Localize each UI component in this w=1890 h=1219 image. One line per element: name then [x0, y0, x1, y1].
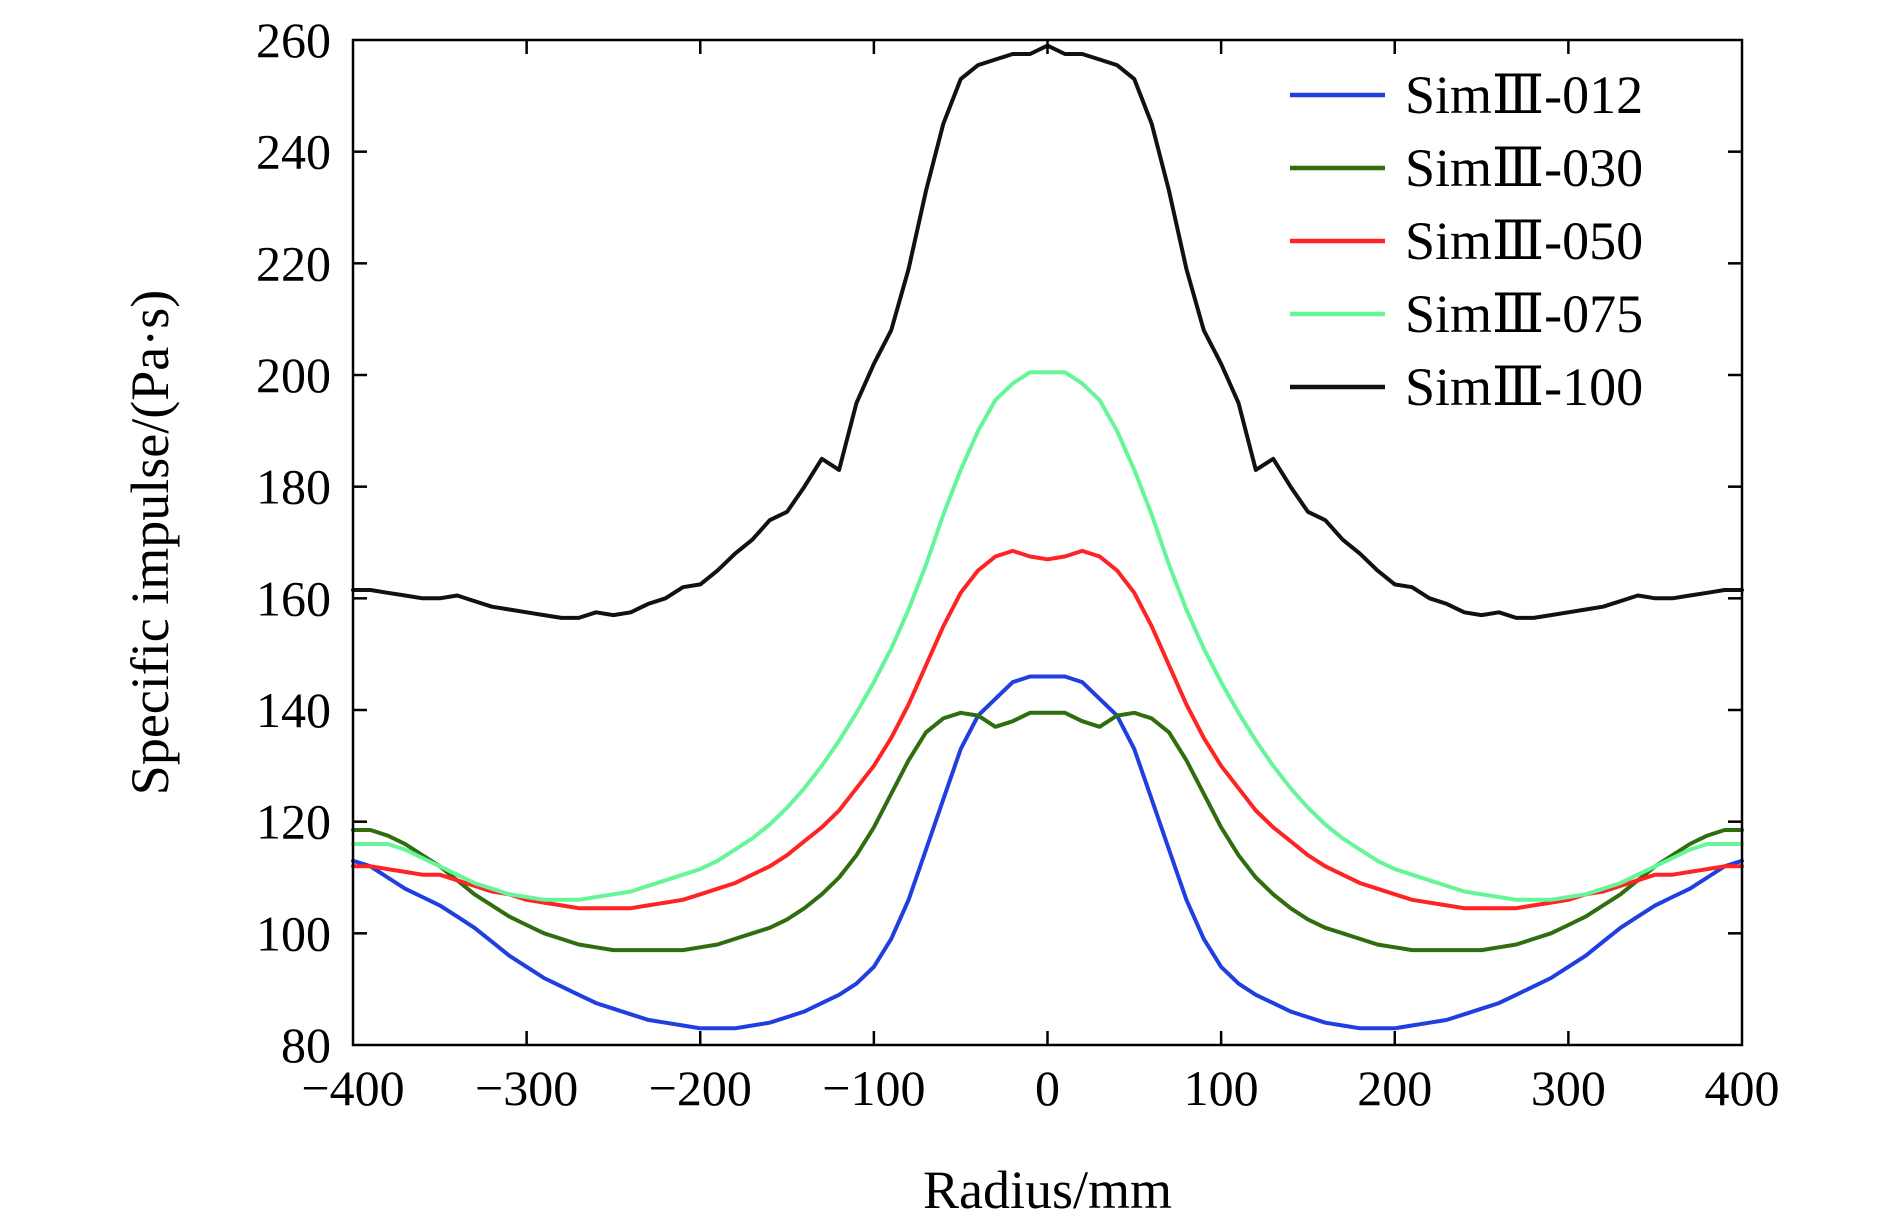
x-tick-label: −400	[301, 1060, 404, 1116]
y-tick-label: 120	[256, 794, 331, 850]
series-layer	[351, 43, 1744, 1031]
legend-label-5: SimⅢ-100	[1405, 357, 1643, 417]
series-line-1	[351, 674, 1744, 1031]
legend-label-1: SimⅢ-012	[1405, 65, 1643, 125]
x-tick-label: 100	[1184, 1060, 1259, 1116]
x-axis-title: Radius/mm	[923, 1160, 1172, 1219]
x-tick-label: 300	[1531, 1060, 1606, 1116]
y-tick-label: 80	[281, 1017, 331, 1073]
legend-label-4: SimⅢ-075	[1405, 284, 1643, 344]
x-tick-label: 0	[1035, 1060, 1060, 1116]
x-tick-label: 200	[1357, 1060, 1432, 1116]
series-line-4	[351, 370, 1744, 902]
legend-label-3: SimⅢ-050	[1405, 211, 1643, 271]
series-line-3	[351, 548, 1744, 911]
x-tick-label: −300	[475, 1060, 578, 1116]
legend-label-2: SimⅢ-030	[1405, 138, 1643, 198]
x-tick-label: −100	[822, 1060, 925, 1116]
y-tick-label: 100	[256, 905, 331, 961]
x-axis-ticks: −400 −300 −200 −100 0 100 200 300 400	[301, 40, 1780, 1116]
y-axis-ticks: 80 100 120 140 160 180 200 220 240 260	[256, 12, 1742, 1073]
y-tick-label: 140	[256, 682, 331, 738]
series-line-2	[351, 710, 1744, 953]
y-tick-label: 180	[256, 459, 331, 515]
x-tick-label: 400	[1705, 1060, 1780, 1116]
legend: SimⅢ-012 SimⅢ-030 SimⅢ-050 SimⅢ-075 SimⅢ-100	[1290, 65, 1643, 417]
y-tick-label: 240	[256, 124, 331, 180]
y-tick-label: 160	[256, 570, 331, 626]
y-tick-label: 260	[256, 12, 331, 68]
x-tick-label: −200	[649, 1060, 752, 1116]
y-axis-title: Specific impulse/(Pa·s)	[120, 290, 180, 795]
y-tick-label: 200	[256, 347, 331, 403]
y-tick-label: 220	[256, 235, 331, 291]
